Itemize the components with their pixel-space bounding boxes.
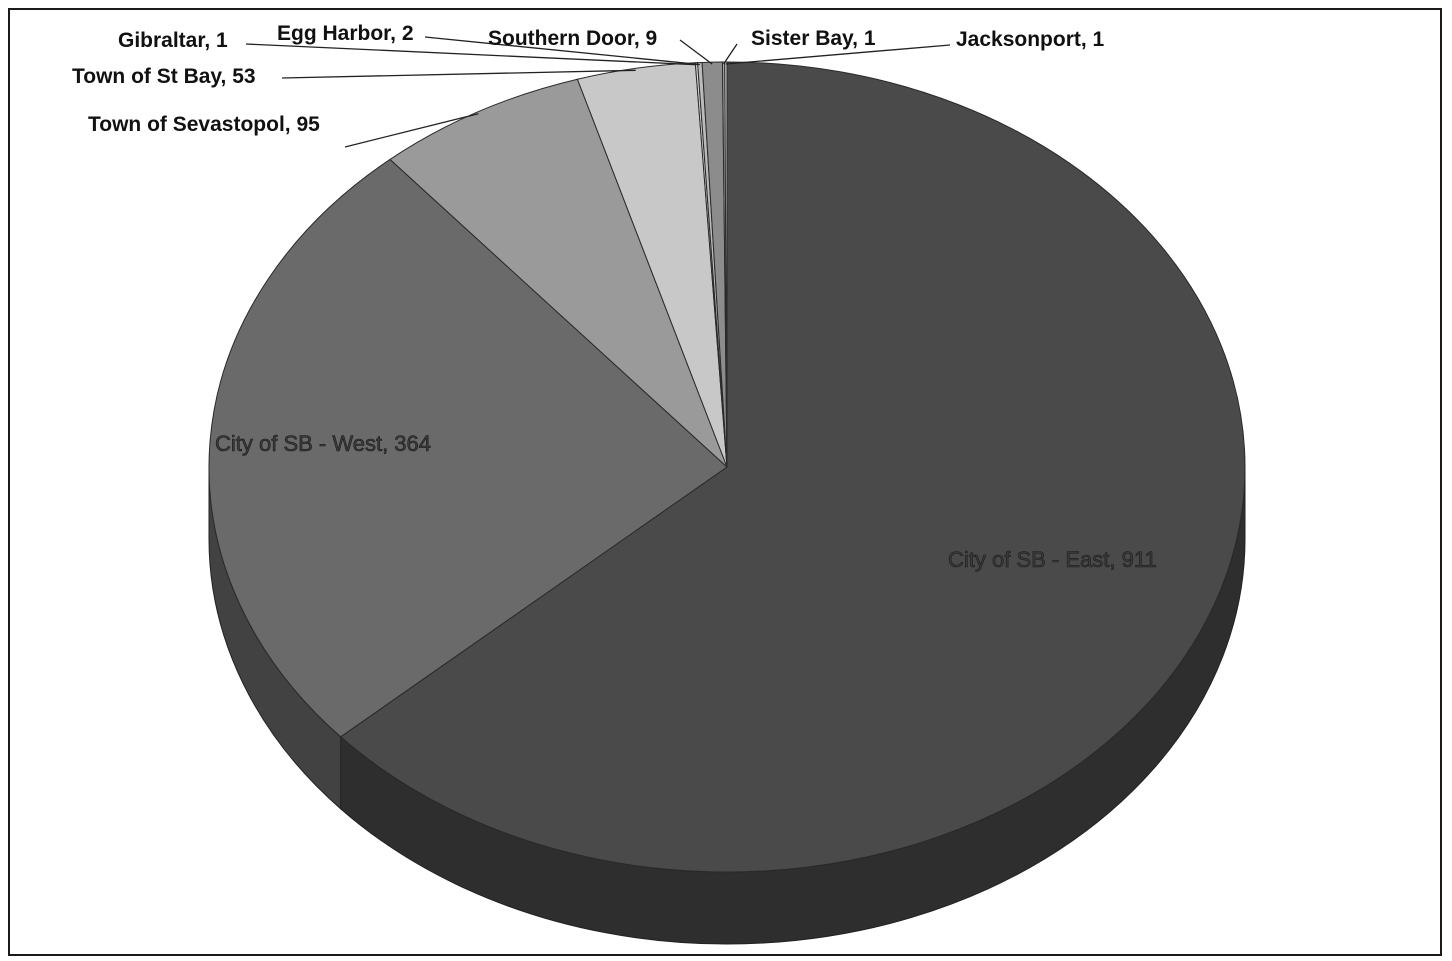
pie-slice-town-of-sevastopol xyxy=(389,78,728,468)
leader-line-town-of-sevastopol xyxy=(344,113,479,148)
label-gibraltar: Gibraltar, 1 xyxy=(118,29,228,52)
label-jacksonport: Jacksonport, 1 xyxy=(956,28,1105,51)
leader-line-sister-bay xyxy=(723,43,738,65)
label-town-of-st-bay: Town of St Bay, 53 xyxy=(72,65,256,88)
pie-slice-city-of-sb-west xyxy=(208,158,728,738)
label-city-sb-west: City of SB - West, 364 xyxy=(215,431,431,456)
leader-line-town-of-st-bay xyxy=(281,69,636,79)
data-labels: City of SB - West, 364 City of SB - East… xyxy=(72,22,1157,572)
label-city-sb-east: City of SB - East, 911 xyxy=(948,547,1157,572)
pie-slice-city-of-sb-east xyxy=(339,61,1246,873)
leader-lines xyxy=(245,36,951,148)
label-sister-bay: Sister Bay, 1 xyxy=(751,27,876,50)
label-egg-harbor: Egg Harbor, 2 xyxy=(277,22,414,45)
pie-slices xyxy=(208,61,1246,873)
label-southern-door: Southern Door, 9 xyxy=(488,27,657,50)
leader-line-jacksonport xyxy=(725,44,951,65)
leader-line-egg-harbor xyxy=(424,36,700,66)
label-town-of-sevastopol: Town of Sevastopol, 95 xyxy=(88,113,320,136)
leader-line-gibraltar xyxy=(245,43,697,66)
leader-line-southern-door xyxy=(679,39,713,65)
